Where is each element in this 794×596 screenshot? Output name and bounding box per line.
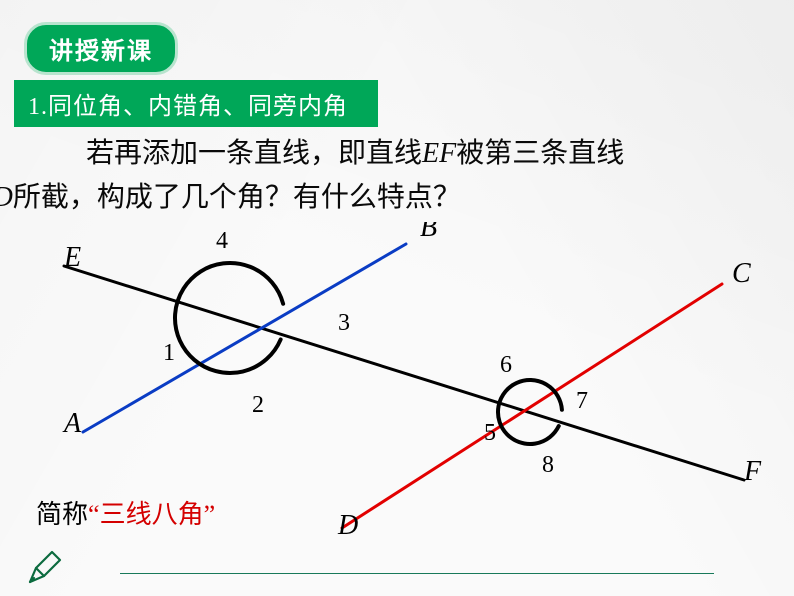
angle-label-2: 2	[252, 392, 264, 418]
body-mid: 被第三条直线	[456, 138, 624, 169]
pencil-icon	[24, 548, 64, 588]
point-label-F: F	[743, 456, 762, 487]
angle-label-5: 5	[484, 420, 496, 446]
caption-quote-close: ”	[204, 500, 216, 529]
line-CD	[342, 284, 722, 528]
diagram-caption: 简称“三线八角”	[36, 494, 215, 531]
line-EF	[64, 266, 744, 480]
section-title-bar: 1.同位角、内错角、同旁内角	[14, 80, 378, 127]
point-label-B: B	[420, 222, 437, 243]
line-name-cd: CD	[0, 182, 13, 213]
lesson-badge: 讲授新课	[24, 22, 178, 75]
line-name-ef: EF	[422, 138, 456, 169]
angle-label-1: 1	[163, 340, 175, 366]
caption-quote-open: “	[88, 500, 100, 529]
angle-label-3: 3	[338, 310, 350, 336]
body-suffix: 所截，构成了几个角？有什么特点？	[13, 182, 461, 213]
body-prefix: 若再添加一条直线，即直线	[86, 138, 422, 169]
angle-label-6: 6	[500, 352, 512, 378]
angle-label-4: 4	[216, 228, 228, 254]
point-label-A: A	[62, 408, 82, 439]
caption-highlight: 三线八角	[100, 500, 204, 529]
footer-rule	[120, 573, 714, 574]
body-paragraph: 若再添加一条直线，即直线EF被第三条直线 CD所截，构成了几个角？有什么特点？	[30, 132, 758, 220]
line-AB	[83, 244, 406, 432]
caption-prefix: 简称	[36, 500, 88, 529]
point-label-D: D	[337, 510, 358, 541]
angle-label-7: 7	[576, 388, 588, 414]
point-label-E: E	[63, 242, 81, 273]
angle-label-8: 8	[542, 452, 554, 478]
point-label-C: C	[732, 258, 751, 289]
